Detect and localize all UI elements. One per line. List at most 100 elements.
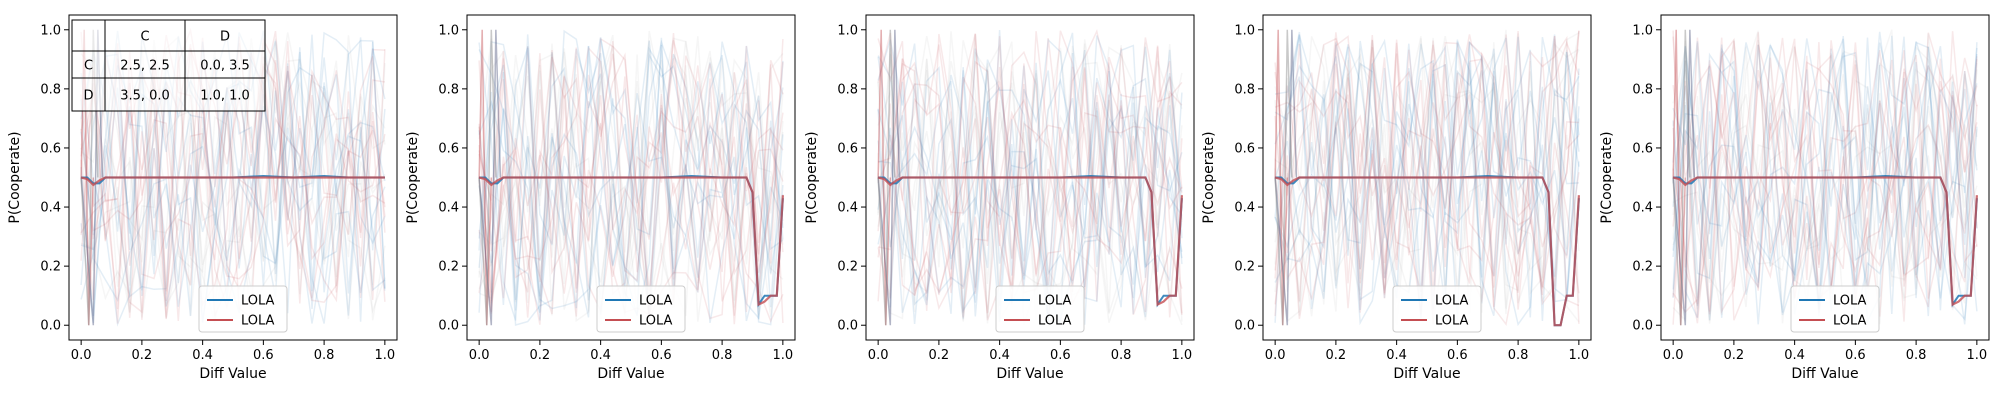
trial-spike <box>1672 29 1696 326</box>
trial-spike <box>1274 29 1298 326</box>
trial-line <box>1274 35 1580 324</box>
trial-line <box>1672 46 1978 308</box>
trial-line <box>877 38 1183 319</box>
trial-line <box>1672 53 1978 310</box>
trial-line <box>478 32 784 302</box>
trial-line <box>80 37 386 299</box>
trial-line <box>877 30 1183 318</box>
trial-line <box>1672 30 1978 317</box>
trial-spike <box>478 29 502 326</box>
trial-line <box>1274 37 1580 305</box>
trial-line <box>80 27 386 320</box>
trial-line <box>1274 34 1580 318</box>
y-tick-label: 0.4 <box>1632 201 1653 216</box>
trial-line <box>1672 61 1978 311</box>
trial-line <box>1274 39 1580 312</box>
x-tick-label: 1.0 <box>375 348 396 363</box>
x-tick-label: 0.0 <box>71 348 92 363</box>
axes-frame <box>865 14 1195 341</box>
legend-label: LOLA <box>1435 294 1469 309</box>
x-axis-label: Diff Value <box>996 366 1063 382</box>
y-tick-label: 0.2 <box>40 260 61 275</box>
y-tick-label: 0.2 <box>1234 260 1255 275</box>
trial-line <box>80 54 386 322</box>
trial-line <box>1274 29 1580 304</box>
trial-line <box>1672 32 1978 324</box>
y-tick-label: 0.8 <box>1234 82 1255 97</box>
y-axis-label: P(Cooperate) <box>7 131 23 223</box>
x-tick-label: 0.4 <box>1386 348 1407 363</box>
x-tick-label: 0.8 <box>314 348 335 363</box>
axes-frame <box>1262 14 1592 341</box>
trial-line <box>478 30 784 323</box>
trial-line <box>1672 40 1978 315</box>
trial-line <box>877 31 1183 295</box>
table-frame <box>71 19 266 112</box>
legend-label: LOLA <box>639 294 673 309</box>
trial-line <box>1274 33 1580 323</box>
trial-line <box>1672 37 1978 322</box>
trial-line <box>1274 41 1580 284</box>
panel-5: 0.0 0.2 0.4 0.6 0.8 1.0 0.0 0.2 0.4 0.6 0.8 1.0 Diff… <box>1599 14 1990 382</box>
trial-line <box>1672 45 1978 319</box>
trial-line <box>478 39 784 312</box>
y-tick-label: 0.2 <box>837 260 858 275</box>
y-tick-label: 0.4 <box>1234 201 1255 216</box>
y-axis-label: P(Cooperate) <box>1201 131 1217 223</box>
trial-line <box>478 29 784 301</box>
x-tick-label: 0.8 <box>1508 348 1529 363</box>
y-tick-label: 0.0 <box>40 319 61 334</box>
x-tick-label: 1.0 <box>1967 348 1988 363</box>
x-tick-label: 0.0 <box>469 348 490 363</box>
trial-line <box>1672 30 1978 323</box>
trial-line <box>1274 44 1580 321</box>
trial-line <box>877 60 1183 314</box>
y-axis-label: P(Cooperate) <box>405 131 421 223</box>
y-tick-label: 0.6 <box>1234 141 1255 156</box>
trial-line <box>877 28 1183 305</box>
trial-line <box>877 38 1183 315</box>
axes-frame <box>466 14 796 341</box>
trial-spike <box>1672 29 1691 326</box>
legend-label: LOLA <box>1038 314 1072 329</box>
trial-line <box>1672 31 1978 297</box>
y-tick-label: 0.4 <box>40 201 61 216</box>
trial-line <box>1274 35 1580 318</box>
legend: LOLA LOLA <box>596 285 686 333</box>
y-tick-label: 0.2 <box>1632 260 1653 275</box>
table-header-cell: D <box>220 30 230 45</box>
legend: LOLA LOLA <box>995 285 1085 333</box>
trial-line <box>478 75 784 318</box>
trial-line <box>80 41 386 314</box>
x-tick-label: 0.4 <box>1784 348 1805 363</box>
y-tick-label: 0.0 <box>1632 319 1653 334</box>
trial-line <box>877 66 1183 322</box>
x-tick-label: 0.8 <box>712 348 733 363</box>
legend-label: LOLA <box>241 294 275 309</box>
plot-area <box>1274 29 1580 327</box>
y-tick-label: 1.0 <box>837 23 858 38</box>
x-tick-label: 0.8 <box>1111 348 1132 363</box>
trial-line <box>478 38 784 316</box>
legend: LOLA LOLA <box>198 285 288 333</box>
y-tick-label: 0.8 <box>438 82 459 97</box>
x-tick-label: 0.4 <box>989 348 1010 363</box>
trial-line <box>1672 37 1978 312</box>
y-tick-label: 0.0 <box>837 319 858 334</box>
x-tick-label: 0.4 <box>590 348 611 363</box>
x-tick-label: 0.0 <box>1663 348 1684 363</box>
trial-line <box>80 37 386 304</box>
x-axis-label: Diff Value <box>597 366 664 382</box>
y-tick-label: 1.0 <box>1632 23 1653 38</box>
x-tick-label: 0.0 <box>868 348 889 363</box>
trial-line <box>80 46 386 324</box>
trial-line <box>478 40 784 311</box>
y-axis-label: P(Cooperate) <box>804 131 820 223</box>
y-tick-label: 0.8 <box>1632 82 1653 97</box>
payoff-table: C DC 2.5, 2.5 0.0, 3.5D 3.5, 0.0 1.0, 1.0 <box>71 19 266 112</box>
y-tick-label: 0.8 <box>837 82 858 97</box>
x-tick-label: 0.2 <box>132 348 153 363</box>
trial-line <box>1274 44 1580 322</box>
trial-line <box>877 40 1183 326</box>
y-tick-label: 1.0 <box>1234 23 1255 38</box>
